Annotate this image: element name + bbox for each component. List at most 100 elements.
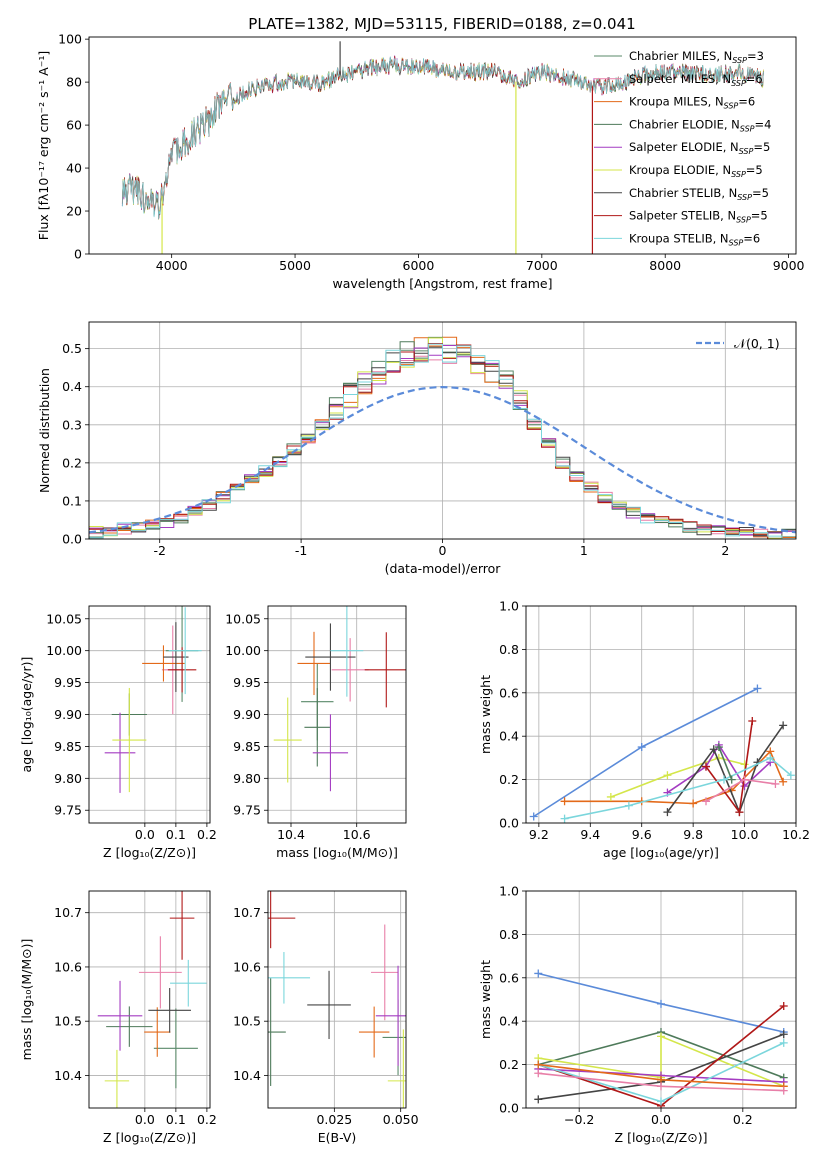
y-tick-label: 0 (74, 247, 82, 262)
y-tick-label: 0.2 (62, 455, 82, 470)
y-tick-label: 10.00 (225, 643, 261, 658)
x-axis-label: age [log₁₀(age/yr)] (603, 845, 719, 860)
weight-line-8 (718, 746, 733, 780)
x-tick-label: 0.025 (316, 1112, 352, 1127)
x-tick-label: 10.2 (782, 827, 810, 842)
weight-marker (766, 753, 775, 762)
y-tick-label: 80 (66, 75, 82, 90)
weight-marker (714, 743, 723, 752)
y-tick-label: 0.6 (499, 970, 519, 985)
weight-marker (534, 1069, 543, 1078)
axes-frame (88, 605, 211, 824)
x-tick-label: 9000 (773, 258, 805, 273)
plot-area (104, 606, 202, 793)
weight-marker (735, 808, 744, 817)
weight-marker (727, 775, 736, 784)
y-tick-label: 1.0 (499, 884, 519, 899)
x-tick-label: 2 (721, 543, 729, 558)
y-tick-label: 10.6 (233, 959, 261, 974)
x-tick-label: -1 (295, 543, 307, 558)
y-tick-label: 10.4 (54, 1068, 82, 1083)
legend-label: Salpeter MILES, NSSP=6 (629, 72, 763, 88)
x-tick-label: 1 (580, 543, 588, 558)
x-axis-label: E(B-V) (318, 1130, 357, 1145)
plot-area (89, 336, 796, 539)
weight-line-1 (564, 749, 784, 805)
weight-marker (779, 1038, 788, 1047)
axes-frame (525, 605, 797, 824)
legend-label: Chabrier MILES, NSSP=3 (629, 49, 764, 65)
x-tick-label: 0.0 (135, 827, 155, 842)
y-tick-label: 10.7 (233, 905, 261, 920)
legend-label: Salpeter STELIB, NSSP=5 (629, 209, 768, 225)
y-tick-label: 10.05 (46, 611, 82, 626)
y-tick-label: 0.2 (499, 772, 519, 787)
chart-residuals: -2 -1 0 1 2 0.0 0.1 0.2 0.3 0.4 0.5 (data-model)/er… (37, 321, 797, 576)
weight-marker (560, 797, 569, 806)
weight-marker (771, 779, 780, 788)
x-tick-label: 0.2 (197, 827, 217, 842)
y-tick-label: 0.0 (62, 532, 82, 547)
weight-line-2 (610, 757, 745, 798)
legend-label: Kroupa ELODIE, NSSP=5 (629, 163, 763, 179)
x-tick-label: 9.8 (683, 827, 703, 842)
x-axis-label: Z [log₁₀(Z/Z⊙)] (103, 845, 196, 860)
axes-frame (88, 36, 797, 255)
plot-area (97, 891, 207, 1108)
weight-marker (534, 1095, 543, 1104)
x-tick-label: 10.0 (731, 827, 759, 842)
x-axis-label: wavelength [Angstrom, rest frame] (332, 276, 552, 291)
weight-marker (702, 797, 710, 806)
x-tick-label: 9.6 (632, 827, 652, 842)
weight-marker (534, 969, 543, 978)
x-tick-label: −0.2 (564, 1112, 594, 1127)
spectrum-line-8 (121, 56, 764, 220)
x-tick-label: 0 (439, 543, 447, 558)
weight-marker (709, 745, 718, 754)
y-axis-label: Normed distribution (37, 368, 52, 493)
y-tick-label: 0.3 (62, 417, 82, 432)
x-tick-label: 0.1 (166, 827, 186, 842)
x-tick-label: 0.0 (135, 1112, 155, 1127)
histogram-7 (89, 343, 796, 539)
weight-marker (779, 777, 788, 786)
weight-marker (779, 1030, 788, 1039)
x-tick-label: -2 (153, 543, 165, 558)
y-axis-label: mass weight (478, 675, 493, 754)
weight-line-6 (564, 756, 792, 820)
x-tick-label: 10.4 (277, 827, 305, 842)
weight-marker (560, 814, 569, 823)
weight-marker (720, 775, 728, 784)
y-tick-label: 0.5 (62, 341, 82, 356)
weight-marker (779, 721, 788, 730)
axes-frame (267, 605, 407, 824)
weight-marker (657, 1032, 665, 1041)
weight-marker (753, 684, 762, 693)
x-tick-label: 0.050 (383, 1112, 419, 1127)
y-tick-label: 9.75 (54, 803, 82, 818)
weight-marker (657, 1097, 665, 1106)
weight-marker (740, 775, 749, 784)
x-axis-label: (data-model)/error (385, 561, 502, 576)
y-tick-label: 1.0 (499, 599, 519, 614)
legend-label: Salpeter ELODIE, NSSP=5 (629, 140, 770, 156)
plot-area (268, 891, 406, 1108)
y-tick-label: 10.00 (46, 643, 82, 658)
weight-marker (779, 1002, 788, 1011)
y-tick-label: 0.4 (62, 379, 82, 394)
y-tick-label: 9.80 (54, 771, 82, 786)
x-axis-label: Z [log₁₀(Z/Z⊙)] (615, 1130, 708, 1145)
y-tick-label: 20 (66, 204, 82, 219)
chart-spectrum: 4000 5000 6000 7000 8000 9000 0 20 40 60 80 100 wave… (36, 32, 805, 291)
legend-label: Kroupa MILES, NSSP=6 (629, 95, 755, 111)
histogram-8 (89, 343, 796, 539)
y-tick-label: 9.90 (54, 707, 82, 722)
y-tick-label: 0.0 (499, 816, 519, 831)
y-tick-label: 10.5 (233, 1014, 261, 1029)
weight-marker (748, 717, 757, 726)
y-axis-label: Flux [fλ10⁻¹⁷ erg cm⁻² s⁻¹ A⁻¹] (36, 51, 51, 240)
y-tick-label: 9.95 (233, 675, 261, 690)
normal-curve (89, 385, 796, 534)
y-tick-label: 100 (58, 32, 82, 47)
x-tick-label: 0.1 (166, 1112, 186, 1127)
